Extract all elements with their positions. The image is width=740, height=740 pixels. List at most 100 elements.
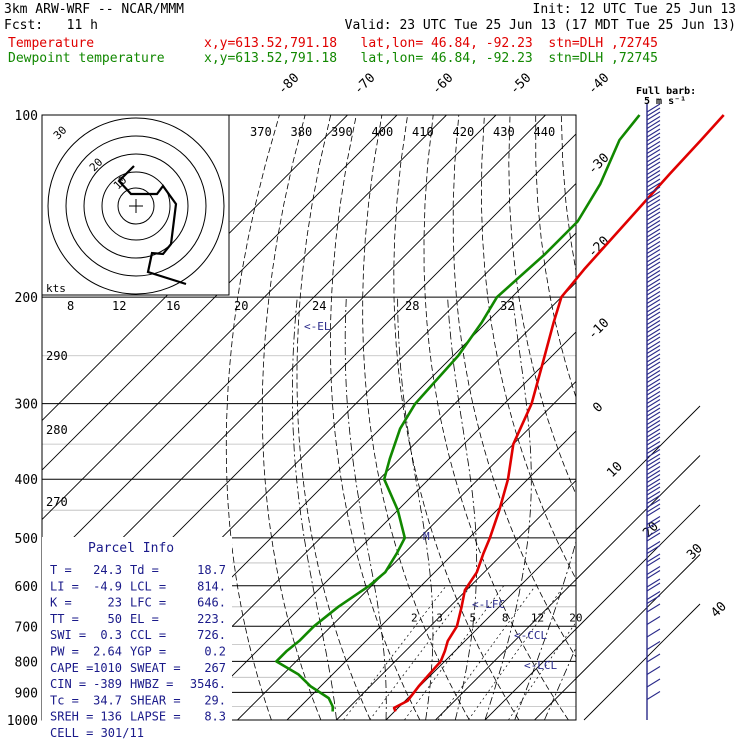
barb-flag	[646, 603, 661, 613]
barb-flag	[646, 399, 661, 408]
isotherm-label--20: -20	[585, 234, 612, 261]
barb-flag	[646, 195, 661, 204]
barb-flag	[646, 482, 661, 492]
theta-left-label-290: 290	[46, 349, 68, 363]
barb-flag	[646, 532, 661, 542]
barb-flag	[646, 316, 661, 325]
barb-flag	[646, 128, 661, 138]
barb-flag	[646, 170, 661, 179]
barb-flag	[646, 249, 661, 258]
barb-flag	[646, 207, 661, 217]
barb-flag	[646, 124, 661, 133]
isotherm-label--40: -40	[585, 71, 612, 98]
parcel-key2-0: Td =	[130, 563, 159, 577]
parcel-val-1: -4.9	[93, 579, 122, 593]
barb-flag	[646, 449, 661, 458]
isotherm--120	[42, 115, 398, 471]
annotation-1: <-LFC	[472, 598, 505, 611]
moist-adiabat-14	[447, 297, 478, 720]
moist-adiabat-8	[397, 297, 434, 720]
dry-adiabat-250	[225, 115, 280, 720]
barb-flag	[646, 278, 661, 288]
isotherm-right-10	[575, 455, 701, 580]
barb-flag	[646, 428, 661, 438]
barb-flag	[646, 220, 661, 229]
barb-flag	[646, 157, 661, 167]
barb-flag	[646, 495, 661, 504]
theta-label-430: 430	[493, 125, 515, 139]
barb-flag	[646, 303, 661, 313]
parcel-key-5: PW =	[50, 645, 79, 659]
barb-flag	[646, 261, 661, 271]
barb-flag	[646, 595, 661, 604]
parcel-info-title: Parcel Info	[88, 541, 174, 556]
barb-flag	[646, 111, 661, 121]
pressure-label-600: 600	[15, 580, 38, 595]
pressure-label-400: 400	[15, 473, 38, 488]
mixing-ratio-20	[508, 621, 576, 720]
speed-tick-16: 16	[166, 299, 180, 313]
barb-flag	[646, 403, 661, 413]
annotation-2: <-CCL	[514, 629, 547, 642]
barb-flag	[646, 149, 661, 158]
isotherm-label--80: -80	[275, 71, 302, 98]
barb-flag	[646, 424, 661, 433]
barb-flag	[646, 361, 661, 371]
speed-tick-20: 20	[234, 299, 248, 313]
barb-flag	[646, 345, 661, 354]
dry-adiabat-300	[393, 115, 520, 720]
parcel-key-4: SWI =	[50, 628, 86, 642]
barb-flag	[646, 382, 661, 392]
dry-adiabat-370	[587, 115, 740, 720]
parcel-val-3: 50	[108, 612, 122, 626]
parcel-key2-2: LFC =	[130, 596, 166, 610]
isotherm--110	[42, 115, 447, 521]
barb-flag	[646, 378, 661, 388]
barb-flag	[646, 470, 661, 479]
valid-time: Valid: 23 UTC Tue 25 Jun 13 (17 MDT Tue …	[344, 18, 736, 33]
pressure-label-900: 900	[15, 686, 38, 701]
mixing-ratio-12	[468, 585, 565, 720]
parcel-key-0: T =	[50, 563, 72, 577]
mixing-ratio-label-12: 12	[531, 611, 544, 624]
parcel-val2-0: 18.7	[197, 563, 226, 577]
parcel-key2-9: LAPSE =	[130, 710, 181, 724]
barb-flag	[646, 324, 661, 333]
parcel-key2-7: HWBZ =	[130, 677, 173, 691]
barb-flag	[646, 341, 661, 350]
parcel-key-9: SREH =	[50, 710, 93, 724]
theta-label-440: 440	[534, 125, 556, 139]
parcel-val-9: 136	[100, 710, 122, 724]
isotherm-right-0	[575, 405, 701, 531]
isotherm--20	[286, 430, 576, 720]
parcel-key-7: CIN =	[50, 677, 86, 691]
isotherm--130	[42, 115, 348, 422]
barb-flag	[646, 457, 661, 467]
hodograph-ring-0	[117, 187, 155, 225]
isotherm--30	[237, 380, 576, 720]
moist-adiabat-32	[544, 646, 576, 720]
barb-flag	[646, 432, 661, 442]
isotherm-right-20	[575, 504, 701, 630]
isotherm-10	[435, 578, 576, 720]
parcel-val-0: 24.3	[93, 563, 122, 577]
parcel-val2-4: 726.	[197, 628, 226, 642]
pressure-label-500: 500	[15, 532, 38, 547]
parcel-key-8: Tc =	[50, 693, 79, 707]
barb-flag	[646, 349, 661, 358]
barb-flag	[646, 461, 661, 471]
mixing-ratio-label-8: 8	[502, 611, 509, 624]
hodograph-ring-1	[101, 171, 171, 241]
barb-flag	[646, 407, 661, 417]
isotherm-label-10: 10	[604, 459, 626, 481]
barb-flag	[646, 366, 661, 375]
barb-flag	[646, 216, 661, 225]
barb-flag	[646, 253, 661, 263]
mixing-ratio-label-5: 5	[470, 611, 477, 624]
barb-flag	[646, 503, 661, 513]
theta-left-label-270: 270	[46, 495, 68, 509]
moist-adiabat-26	[514, 540, 576, 720]
mixing-ratio-label-3: 3	[436, 611, 443, 624]
pressure-label-300: 300	[15, 398, 38, 413]
